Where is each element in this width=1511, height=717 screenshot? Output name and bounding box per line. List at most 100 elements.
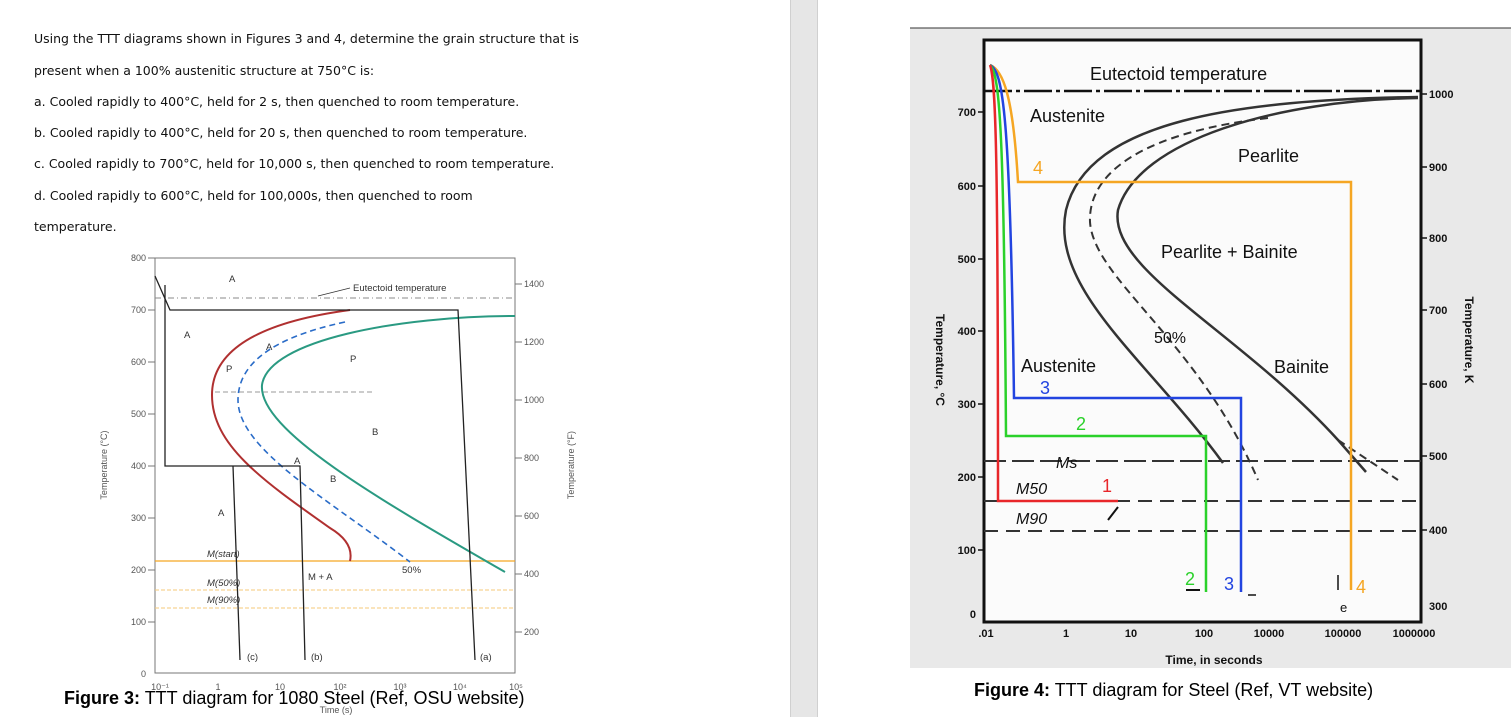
fig4-label-50: 50% xyxy=(1154,330,1186,347)
fig4-path-2 xyxy=(989,64,1208,592)
fig4-xlabel: Time, in seconds xyxy=(1165,653,1262,667)
fig3-path-c xyxy=(154,275,476,661)
fig4-curve-start xyxy=(1063,95,1419,464)
fig3-ytick-600: 600 xyxy=(131,357,146,367)
fig3-curve-start xyxy=(210,309,352,562)
fig4-label-e: e xyxy=(1340,600,1347,615)
fig3-ytick-0: 0 xyxy=(141,669,146,679)
fig4-ytick-k-400: 400 xyxy=(1429,525,1447,537)
fig4-label-m50: M50 xyxy=(1016,481,1047,498)
fig3-path-a xyxy=(232,465,241,661)
fig3-ylabel-f: Temperature (°F) xyxy=(566,431,576,499)
fig4-xtick-100000: 100000 xyxy=(1325,628,1362,640)
fig4-label-path4-bottom: 4 xyxy=(1356,577,1366,597)
fig4-xtick-1000000: 1000000 xyxy=(1393,628,1436,640)
fig4-ytick-700: 700 xyxy=(958,107,976,119)
fig3-ytick-400: 400 xyxy=(131,461,146,471)
fig3-ytick-200: 200 xyxy=(131,565,146,575)
fig3-ytick-f-200: 200 xyxy=(524,627,539,637)
question-line-intro: Using the TTT diagrams shown in Figures … xyxy=(34,31,579,46)
fig3-label-p: P xyxy=(350,354,356,365)
fig3-label-c: (c) xyxy=(247,652,258,663)
fig3-label-50: 50% xyxy=(402,565,422,576)
fig3-label-a-top: A xyxy=(229,274,236,285)
fig4-label-path3-bottom: 3 xyxy=(1224,574,1234,594)
fig3-label-b-curve: B xyxy=(330,474,336,485)
fig3-label-a-curve: A xyxy=(266,342,273,353)
fig3-ytick-500: 500 xyxy=(131,409,146,419)
page-gutter xyxy=(790,0,818,717)
fig3-xtick-4: 10² xyxy=(333,682,346,692)
fig4-xtick-100: 100 xyxy=(1195,628,1213,640)
fig3-label-m90: M(90%) xyxy=(207,595,240,606)
fig4-ylabel-c: Temperature, °C xyxy=(933,314,947,406)
fig4-label-austenite-top: Austenite xyxy=(1030,106,1105,126)
figure3-caption-bold: Figure 3: xyxy=(64,688,141,708)
fig3-label-a-mid: A xyxy=(218,508,225,519)
fig4-ytick-0: 0 xyxy=(970,609,976,621)
fig3-curve-50 xyxy=(237,321,411,563)
fig3-xtick-2: 1 xyxy=(215,682,220,692)
fig3-ytick-f-600: 600 xyxy=(524,511,539,521)
fig4-xtick-10: 10 xyxy=(1125,628,1137,640)
question-item-b: b. Cooled rapidly to 400°C, held for 20 … xyxy=(34,125,528,140)
fig4-ytick-100: 100 xyxy=(958,545,976,557)
fig4-ytick-k-600: 600 xyxy=(1429,379,1447,391)
figure4-caption-text: TTT diagram for Steel (Ref, VT website) xyxy=(1050,680,1374,700)
fig4-ytick-k-900: 900 xyxy=(1429,162,1447,174)
question-item-a: a. Cooled rapidly to 400°C, held for 2 s… xyxy=(34,94,520,109)
fig4-ytick-600: 600 xyxy=(958,181,976,193)
fig4-ytick-k-700: 700 xyxy=(1429,305,1447,317)
fig4-label-path2-bottom: 2 xyxy=(1185,569,1195,589)
fig4-label-ms: Ms xyxy=(1056,455,1077,472)
fig4-xtick-1: 1 xyxy=(1063,628,1069,640)
figure3-ttt-diagram: 800 700 600 500 400 300 200 100 0 1 400 1… xyxy=(99,253,576,715)
figure3-caption-text: TTT diagram for 1080 Steel (Ref, OSU web… xyxy=(140,688,525,708)
fig4-ytick-500: 500 xyxy=(958,254,976,266)
fig3-ytick-800: 800 xyxy=(131,253,146,263)
fig3-ytick-100: 100 xyxy=(131,617,146,627)
fig4-xtick-001: .01 xyxy=(978,628,993,640)
figure3-caption: Figure 3: TTT diagram for 1080 Steel (Re… xyxy=(64,688,525,709)
fig3-ytick-f-800: 800 xyxy=(524,453,539,463)
fig4-ytick-300: 300 xyxy=(958,399,976,411)
fig4-label-austenite-mid: Austenite xyxy=(1021,356,1096,376)
fig3-path-b xyxy=(164,285,306,661)
fig3-xtick-1: 10⁻¹ xyxy=(151,682,169,692)
fig3-ytick-f-1200: 1200 xyxy=(524,337,544,347)
fig3-ylabel-c: Temperature (°C) xyxy=(99,430,109,499)
fig3-label-a-path: (a) xyxy=(480,652,492,663)
fig3-label-m50: M(50%) xyxy=(207,578,240,589)
fig4-label-pearlite: Pearlite xyxy=(1238,146,1299,166)
fig4-plot-frame xyxy=(982,38,1423,624)
fig4-curve-50 xyxy=(1088,117,1269,481)
fig4-ytick-k-800: 800 xyxy=(1429,233,1447,245)
fig3-xlabel: Time (s) xyxy=(320,705,353,715)
fig4-label-eutectoid: Eutectoid temperature xyxy=(1090,64,1267,84)
fig4-label-path4: 4 xyxy=(1033,158,1043,178)
fig3-ytick-f-1000: 1000 xyxy=(524,395,544,405)
figure4-caption-bold: Figure 4: xyxy=(974,680,1051,700)
fig3-ytick-700: 700 xyxy=(131,305,146,315)
figure4-ttt-diagram: 700 600 500 400 300 200 100 0 1000 900 8… xyxy=(910,27,1511,668)
document-page-right: 700 600 500 400 300 200 100 0 1000 900 8… xyxy=(818,0,1511,717)
fig3-ytick-300: 300 xyxy=(131,513,146,523)
fig4-label-path2: 2 xyxy=(1076,414,1086,434)
question-item-c: c. Cooled rapidly to 700°C, held for 10,… xyxy=(34,156,555,171)
question-item-d: d. Cooled rapidly to 600°C, held for 100… xyxy=(34,188,473,203)
fig3-curve-finish xyxy=(260,315,516,573)
document-page-left: Using the TTT diagrams shown in Figures … xyxy=(0,0,790,717)
fig4-ylabel-k: Temperature, K xyxy=(1462,296,1476,383)
fig4-ytick-k-300: 300 xyxy=(1429,601,1447,613)
fig3-label-ma: M + A xyxy=(308,572,333,583)
fig3-label-b-path: (b) xyxy=(311,652,323,663)
question-line-intro-2: present when a 100% austenitic structure… xyxy=(34,63,375,78)
fig3-label-a-left: A xyxy=(184,330,191,341)
fig3-ytick-f-400: 400 xyxy=(524,569,539,579)
fig4-curve-finish xyxy=(1116,96,1419,473)
fig4-xtick-10000: 10000 xyxy=(1254,628,1285,640)
fig4-ytick-k-500: 500 xyxy=(1429,451,1447,463)
fig3-label-a-curve2: A xyxy=(294,456,301,467)
fig4-path-3 xyxy=(989,63,1243,592)
fig4-label-path3: 3 xyxy=(1040,378,1050,398)
